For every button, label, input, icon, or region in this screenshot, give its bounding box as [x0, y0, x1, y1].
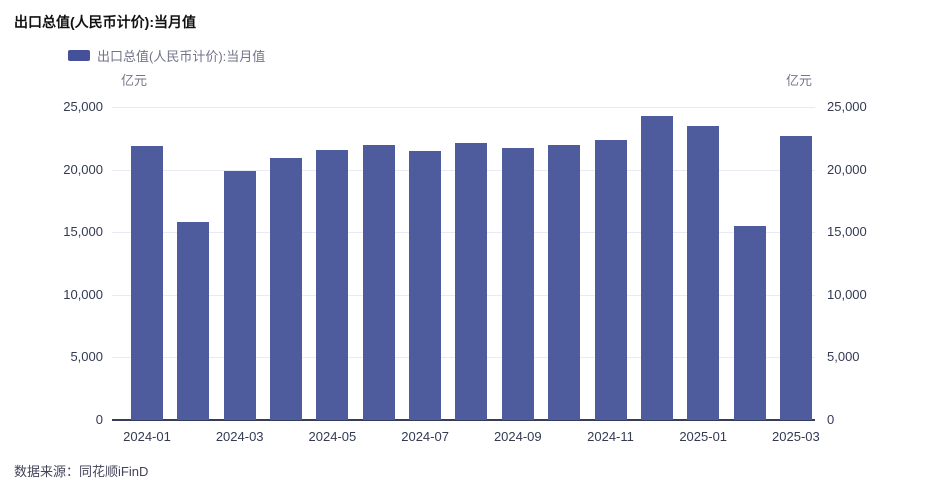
bar-2024-12[interactable] — [640, 116, 673, 420]
bar-2024-08[interactable] — [455, 143, 488, 420]
page-title: 出口总值(人民币计价):当月值 — [14, 14, 196, 30]
bar-2024-01[interactable] — [131, 145, 163, 420]
bar-2024-11[interactable] — [594, 139, 627, 420]
bar-2024-06[interactable] — [362, 145, 395, 420]
data-source-label: 数据来源：同花顺iFinD — [14, 464, 149, 479]
bar-2024-02[interactable] — [177, 222, 210, 420]
bar-2024-10[interactable] — [548, 144, 581, 420]
x-tick-label: 2024-05 — [308, 429, 357, 444]
x-tick-label: 2025-03 — [772, 429, 820, 444]
y-tick-label-left: 25,000 — [63, 99, 103, 114]
y-tick-label-right: 0 — [827, 412, 835, 427]
x-tick-label: 2024-11 — [587, 429, 634, 444]
y-tick-label-right: 15,000 — [827, 224, 867, 240]
bar-2024-09[interactable] — [501, 147, 534, 420]
y-axis-unit-left: 亿元 — [121, 73, 148, 88]
gridline — [112, 107, 815, 108]
y-tick-label-left: 0 — [95, 412, 103, 427]
y-tick-label-right: 20,000 — [827, 161, 867, 177]
bar-2024-05[interactable] — [316, 150, 349, 420]
bar-2025-01[interactable] — [687, 125, 720, 420]
y-axis-unit-right: 亿元 — [786, 73, 813, 88]
bar-2024-03[interactable] — [223, 170, 256, 420]
y-tick-label-left: 10,000 — [63, 286, 103, 302]
x-tick-label: 2024-09 — [493, 429, 542, 444]
x-tick-label: 2024-03 — [215, 429, 264, 444]
legend-item[interactable]: 出口总值(人民币计价):当月值 — [68, 47, 266, 64]
bar-2025-03[interactable] — [779, 136, 812, 420]
y-tick-label-left: 15,000 — [63, 224, 103, 240]
x-tick-label: 2024-07 — [401, 429, 449, 444]
bar-2024-07[interactable] — [409, 150, 442, 420]
x-axis-line — [112, 419, 815, 421]
y-tick-label-right: 10,000 — [827, 286, 867, 302]
y-tick-label-right: 25,000 — [827, 99, 867, 114]
plot-area — [112, 107, 815, 421]
y-tick-label-left: 20,000 — [63, 161, 103, 177]
bar-2024-04[interactable] — [270, 158, 303, 420]
x-tick-label: 2024-01 — [123, 429, 171, 444]
x-tick-label: 2025-01 — [679, 429, 728, 444]
y-tick-label-right: 5,000 — [827, 349, 860, 365]
legend-label: 出口总值(人民币计价):当月值 — [97, 48, 266, 64]
bar-2025-02[interactable] — [733, 225, 766, 420]
legend-swatch-icon — [68, 49, 90, 61]
y-tick-label-left: 5,000 — [70, 349, 103, 365]
